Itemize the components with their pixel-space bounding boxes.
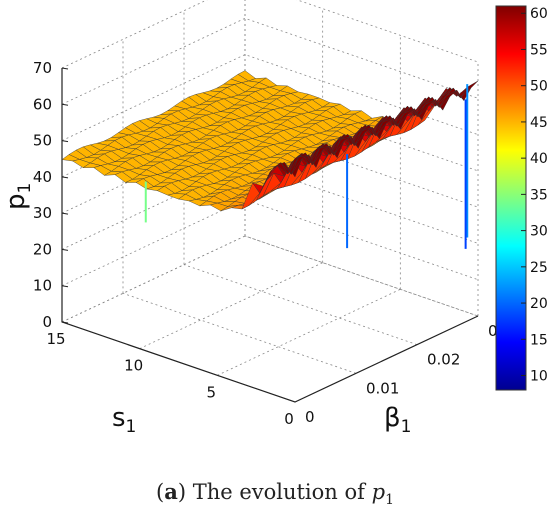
z-tick-mark bbox=[61, 321, 69, 324]
surface-patch bbox=[284, 158, 303, 178]
colorbar-tick-label: 15 bbox=[530, 332, 548, 348]
z-tick-label: 20 bbox=[33, 240, 52, 258]
colorbar: 10 15 20 25 30 35 40 45 50 55 60 bbox=[495, 5, 548, 391]
x-axis-label-sub: 1 bbox=[126, 417, 137, 437]
axes-box bbox=[61, 0, 479, 403]
y-axis-label-sub: 1 bbox=[401, 417, 412, 437]
z-tick-mark bbox=[61, 103, 69, 106]
front-axes bbox=[61, 68, 479, 403]
z-tick-mark bbox=[61, 212, 69, 215]
z-gridline bbox=[61, 17, 479, 105]
z-axis-label: p1 bbox=[1, 183, 35, 210]
colorbar-tick-label: 35 bbox=[530, 187, 548, 203]
axis-labels: p1 s1 β1 bbox=[1, 183, 411, 437]
s-gridline-floor bbox=[139, 262, 323, 350]
z-tick-label: 60 bbox=[33, 95, 52, 113]
s-tick-label: 5 bbox=[207, 383, 217, 401]
caption-text: The evolution of bbox=[192, 480, 365, 504]
z-tick-mark bbox=[61, 140, 69, 143]
beta-tick-label: 0.02 bbox=[427, 351, 460, 369]
x-axis-label-main: s bbox=[112, 403, 126, 433]
z-tick-mark bbox=[61, 67, 69, 70]
colorbar-tick-label: 25 bbox=[530, 260, 548, 276]
beta-gridline-floor bbox=[244, 235, 479, 317]
colorbar-tick-label: 55 bbox=[530, 42, 548, 58]
z-gridline bbox=[61, 199, 479, 287]
s-tick-label: 0 bbox=[284, 410, 294, 428]
figure-caption: (a) The evolution of p1 bbox=[156, 479, 394, 508]
colorbar-tick-label: 60 bbox=[530, 6, 548, 22]
z-tick-label: 0 bbox=[42, 313, 52, 331]
s-tick-label: 10 bbox=[124, 357, 143, 375]
s-gridline-floor bbox=[61, 235, 246, 323]
beta-tick-label: 0 bbox=[305, 408, 315, 426]
s-gridline-floor bbox=[217, 288, 401, 376]
colorbar-tick-label: 40 bbox=[530, 151, 548, 167]
z-axis-label-sub: 1 bbox=[15, 183, 35, 194]
y-axis-label: β1 bbox=[384, 403, 411, 437]
caption-label: a bbox=[164, 479, 178, 504]
z-axis-label-main: p bbox=[1, 193, 31, 210]
colorbar-tick-label: 45 bbox=[530, 115, 548, 131]
colorbar-tick-label: 10 bbox=[530, 369, 548, 385]
x-axis-label: s1 bbox=[112, 403, 136, 437]
beta-gridline-floor bbox=[183, 264, 418, 346]
colorbar-gradient bbox=[495, 5, 527, 391]
z-gridline bbox=[61, 235, 479, 323]
colorbar-tick-label: 20 bbox=[530, 296, 548, 312]
z-tick-mark bbox=[61, 248, 69, 251]
z-tick-mark bbox=[61, 176, 69, 179]
colorbar-tick-label: 30 bbox=[530, 224, 548, 240]
z-tick-label: 40 bbox=[33, 168, 52, 186]
caption-variable: p bbox=[371, 480, 386, 504]
beta-tick-label: 0.01 bbox=[366, 379, 399, 397]
z-tick-label: 10 bbox=[33, 277, 52, 295]
caption-variable-sub: 1 bbox=[385, 492, 394, 508]
z-tick-label: 70 bbox=[33, 59, 52, 77]
y-axis-label-main: β bbox=[384, 403, 401, 433]
z-tick-label: 50 bbox=[33, 132, 52, 150]
z-gridline bbox=[61, 126, 479, 214]
z-tick-label: 30 bbox=[33, 204, 52, 222]
s-tick-label: 15 bbox=[46, 330, 65, 348]
z-gridline bbox=[61, 0, 479, 69]
colorbar-tick-label: 50 bbox=[530, 79, 548, 95]
surface-mesh bbox=[61, 70, 479, 249]
z-tick-mark bbox=[61, 285, 69, 288]
beta-gridline-floor bbox=[122, 292, 357, 374]
z-gridline bbox=[61, 162, 479, 250]
